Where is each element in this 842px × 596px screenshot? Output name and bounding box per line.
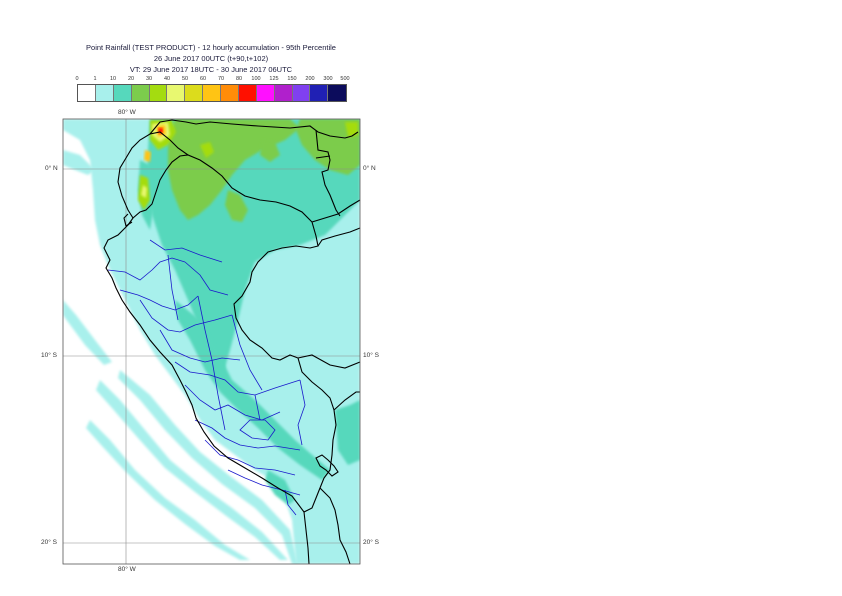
graticule (63, 119, 360, 564)
legend-swatch-0 (78, 85, 96, 101)
bolivia-border (333, 391, 360, 411)
country-borders (103, 119, 361, 565)
legend-tick: 500 (340, 76, 350, 82)
legend-tick: 125 (269, 76, 279, 82)
lat-label-left: 0° N (45, 165, 58, 172)
legend-tick: 60 (199, 76, 207, 82)
lat-label-right: 20° S (363, 539, 379, 546)
legend-swatch-6 (185, 85, 204, 101)
colombia-border (149, 119, 359, 139)
legend-swatch-9 (238, 85, 257, 101)
legend-swatch-11 (274, 85, 293, 101)
legend-tick: 1 (93, 76, 97, 82)
legend-swatch-10 (256, 85, 275, 101)
lat-label-left: 20° S (41, 539, 57, 546)
legend-swatch-5 (167, 85, 186, 101)
run-time: 26 June 2017 00UTC (t+90,t+102) (153, 54, 269, 63)
legend-swatch-2 (113, 85, 132, 101)
valid-time: VT: 29 June 2017 18UTC - 30 June 2017 06… (129, 65, 293, 74)
lake-titicaca (315, 454, 339, 477)
legend-tick: 20 (127, 76, 135, 82)
legend-tick: 80 (235, 76, 243, 82)
map-frame (62, 118, 361, 565)
legend-swatch-7 (203, 85, 221, 101)
legend-swatch-8 (221, 85, 239, 101)
lat-label-left: 10° S (41, 352, 57, 359)
legend-tick: 30 (145, 76, 153, 82)
legend-ticks: 0 1 10 20 30 40 50 60 70 80 100 125 150 … (0, 76, 842, 86)
region-boundaries (107, 239, 306, 516)
rain-field-heavy (168, 119, 360, 222)
legend-tick: 150 (287, 76, 297, 82)
peru-border (103, 154, 337, 513)
map-title: Point Rainfall (TEST PRODUCT) - 12 hourl… (86, 43, 336, 52)
lat-label-right: 0° N (363, 165, 376, 172)
legend-tick: 200 (305, 76, 315, 82)
legend-tick: 70 (217, 76, 225, 82)
legend-tick: 100 (251, 76, 261, 82)
ecuador-border (117, 131, 189, 219)
legend-tick: 0 (75, 76, 79, 82)
legend-tick: 300 (323, 76, 333, 82)
lon-label-top: 80° W (118, 109, 136, 116)
legend-swatch-12 (292, 85, 311, 101)
lon-label-bottom: 80° W (118, 566, 136, 573)
color-legend (77, 84, 348, 102)
legend-swatch-4 (149, 85, 168, 101)
chile-border (303, 511, 310, 565)
brazil-border (317, 227, 361, 247)
lat-label-right: 10° S (363, 352, 379, 359)
legend-tick: 40 (163, 76, 171, 82)
legend-swatch-14 (328, 85, 347, 101)
legend-tick: 10 (109, 76, 117, 82)
legend-swatch-1 (95, 85, 114, 101)
legend-swatch-3 (131, 85, 150, 101)
legend-tick: 50 (181, 76, 189, 82)
legend-swatch-13 (310, 85, 329, 101)
